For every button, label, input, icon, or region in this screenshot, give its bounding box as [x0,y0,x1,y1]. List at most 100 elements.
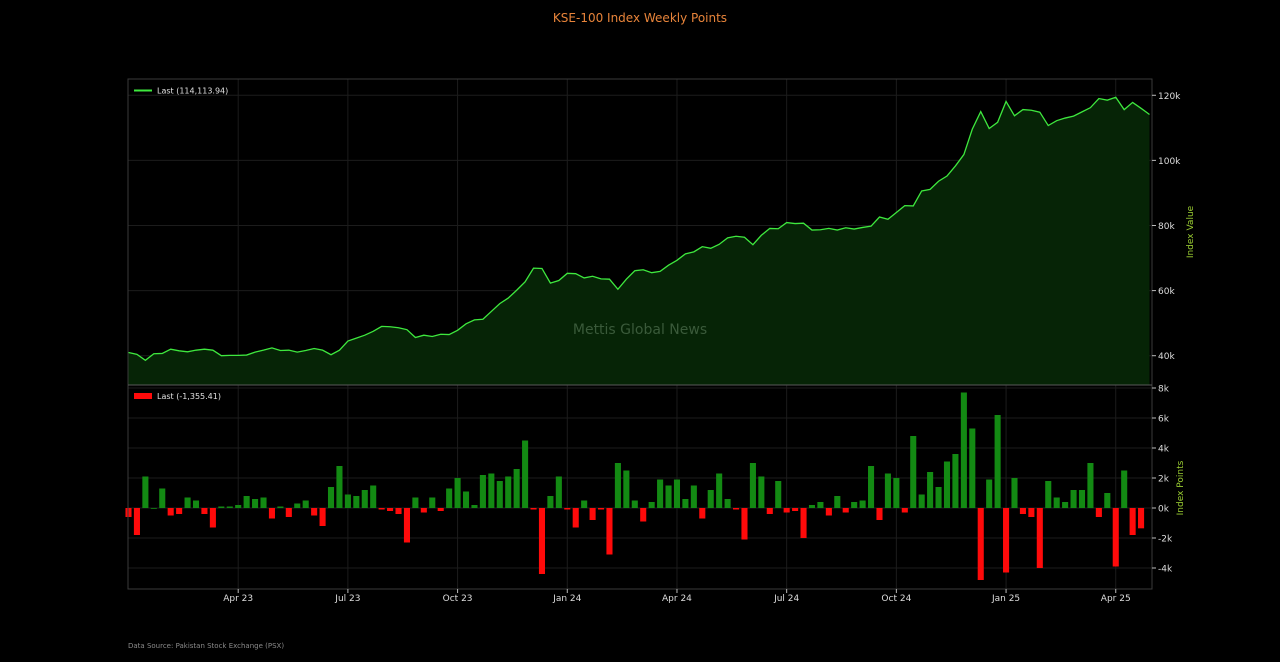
change-bar [952,454,959,508]
change-bar [690,485,697,508]
bottom-y-tick-label: 2k [1158,475,1170,485]
change-bar [673,479,681,508]
change-bar [564,508,571,510]
x-tick-label: Oct 23 [443,594,473,604]
change-bar [716,473,723,508]
axes-layer [127,78,1153,590]
change-bar [226,506,233,508]
change-bar [167,508,174,516]
change-bar [1053,497,1060,508]
change-bar [597,508,605,510]
change-bar [868,466,875,508]
change-bar [370,485,377,508]
change-bar [665,485,672,508]
bottom-y-tick-label: -4k [1158,565,1173,575]
change-bar [496,481,503,508]
change-bar [218,506,225,508]
plot-frame [127,78,1153,590]
change-bar [395,508,402,514]
change-bar [319,508,326,526]
change-bar [623,470,630,508]
change-bar [538,508,546,574]
chart-title: KSE-100 Index Weekly Points [552,11,728,25]
change-bar [766,508,773,514]
change-bar [294,503,301,508]
change-bar [935,487,942,508]
change-bar [842,508,849,513]
top-legend: Last (114,113.94) [134,87,228,96]
watermark-text: Mettis Global News [573,322,707,338]
x-tick-label: Apr 23 [223,594,253,604]
change-bar [462,491,470,508]
change-bar [1045,481,1052,508]
bottom-y-tick-label: 8k [1158,385,1170,395]
x-axis-ticks: Apr 23 Jul 23 Oct 23 Jan 24 Apr 24 Jul 24 Oct … [223,589,1131,604]
change-bar [1138,508,1145,529]
change-bar [648,502,655,508]
change-bar [682,499,689,508]
index-line-series [128,96,1150,362]
bottom-y-axis-ticks: -4k -2k 0k 2k 4k 6k 8k [1152,385,1173,575]
change-bar [606,508,613,555]
change-bar [1095,508,1102,517]
change-bar [572,508,579,528]
change-bar [361,490,368,508]
change-bar [918,494,925,508]
change-bar [783,508,790,513]
change-bar [733,508,740,510]
change-bar [488,473,495,508]
change-bar [184,497,191,508]
change-bar [707,490,714,508]
bottom-y-tick-label: 4k [1158,445,1170,455]
change-bar [631,500,638,508]
change-bar [260,497,267,508]
change-bar [834,496,841,508]
change-bar [412,497,419,508]
change-bar [344,494,351,508]
change-bar [808,505,816,508]
change-bar [657,479,664,508]
change-bar [285,508,292,517]
bottom-y-tick-label: 0k [1158,505,1170,515]
data-source-note: Data Source: Pakistan Stock Exchange (PS… [128,642,285,650]
change-bar [1078,490,1086,508]
change-bar [884,473,891,508]
x-tick-label: Jan 24 [552,594,581,604]
change-bar [800,508,807,538]
change-bar [547,496,554,508]
change-bar [176,508,183,514]
change-bar [581,500,588,508]
change-bar [1003,508,1010,573]
change-bar [142,476,149,508]
x-tick-label: Jan 25 [991,594,1020,604]
change-bar [640,508,647,522]
change-bar [699,508,706,519]
x-tick-label: Jul 24 [773,594,799,604]
change-bar [277,506,284,508]
bottom-legend: Last (-1,355.41) [134,392,221,401]
change-bar [1011,478,1018,508]
x-tick-label: Oct 24 [881,594,911,604]
change-bar [268,508,275,519]
change-bar [159,488,166,508]
change-bar [420,508,427,513]
change-bar [479,475,486,508]
bottom-y-tick-label: 6k [1158,415,1170,425]
top-y-tick-label: 100k [1158,157,1181,167]
change-bar [555,476,562,508]
change-bar [378,508,385,510]
change-bar [960,392,967,508]
change-bar [1112,508,1119,567]
change-bar [817,502,824,508]
change-bar [471,505,478,508]
change-bar [302,500,309,508]
top-y-axis-ticks: 40k 60k 80k 100k 120k [1152,92,1181,362]
change-bar [927,472,934,508]
change-bar [969,428,976,508]
top-y-axis-title: Index Value [1186,205,1196,258]
change-bar [851,502,858,508]
change-bar [749,463,756,508]
change-bar [192,500,200,508]
change-bar [986,479,993,508]
change-bar [243,496,250,508]
